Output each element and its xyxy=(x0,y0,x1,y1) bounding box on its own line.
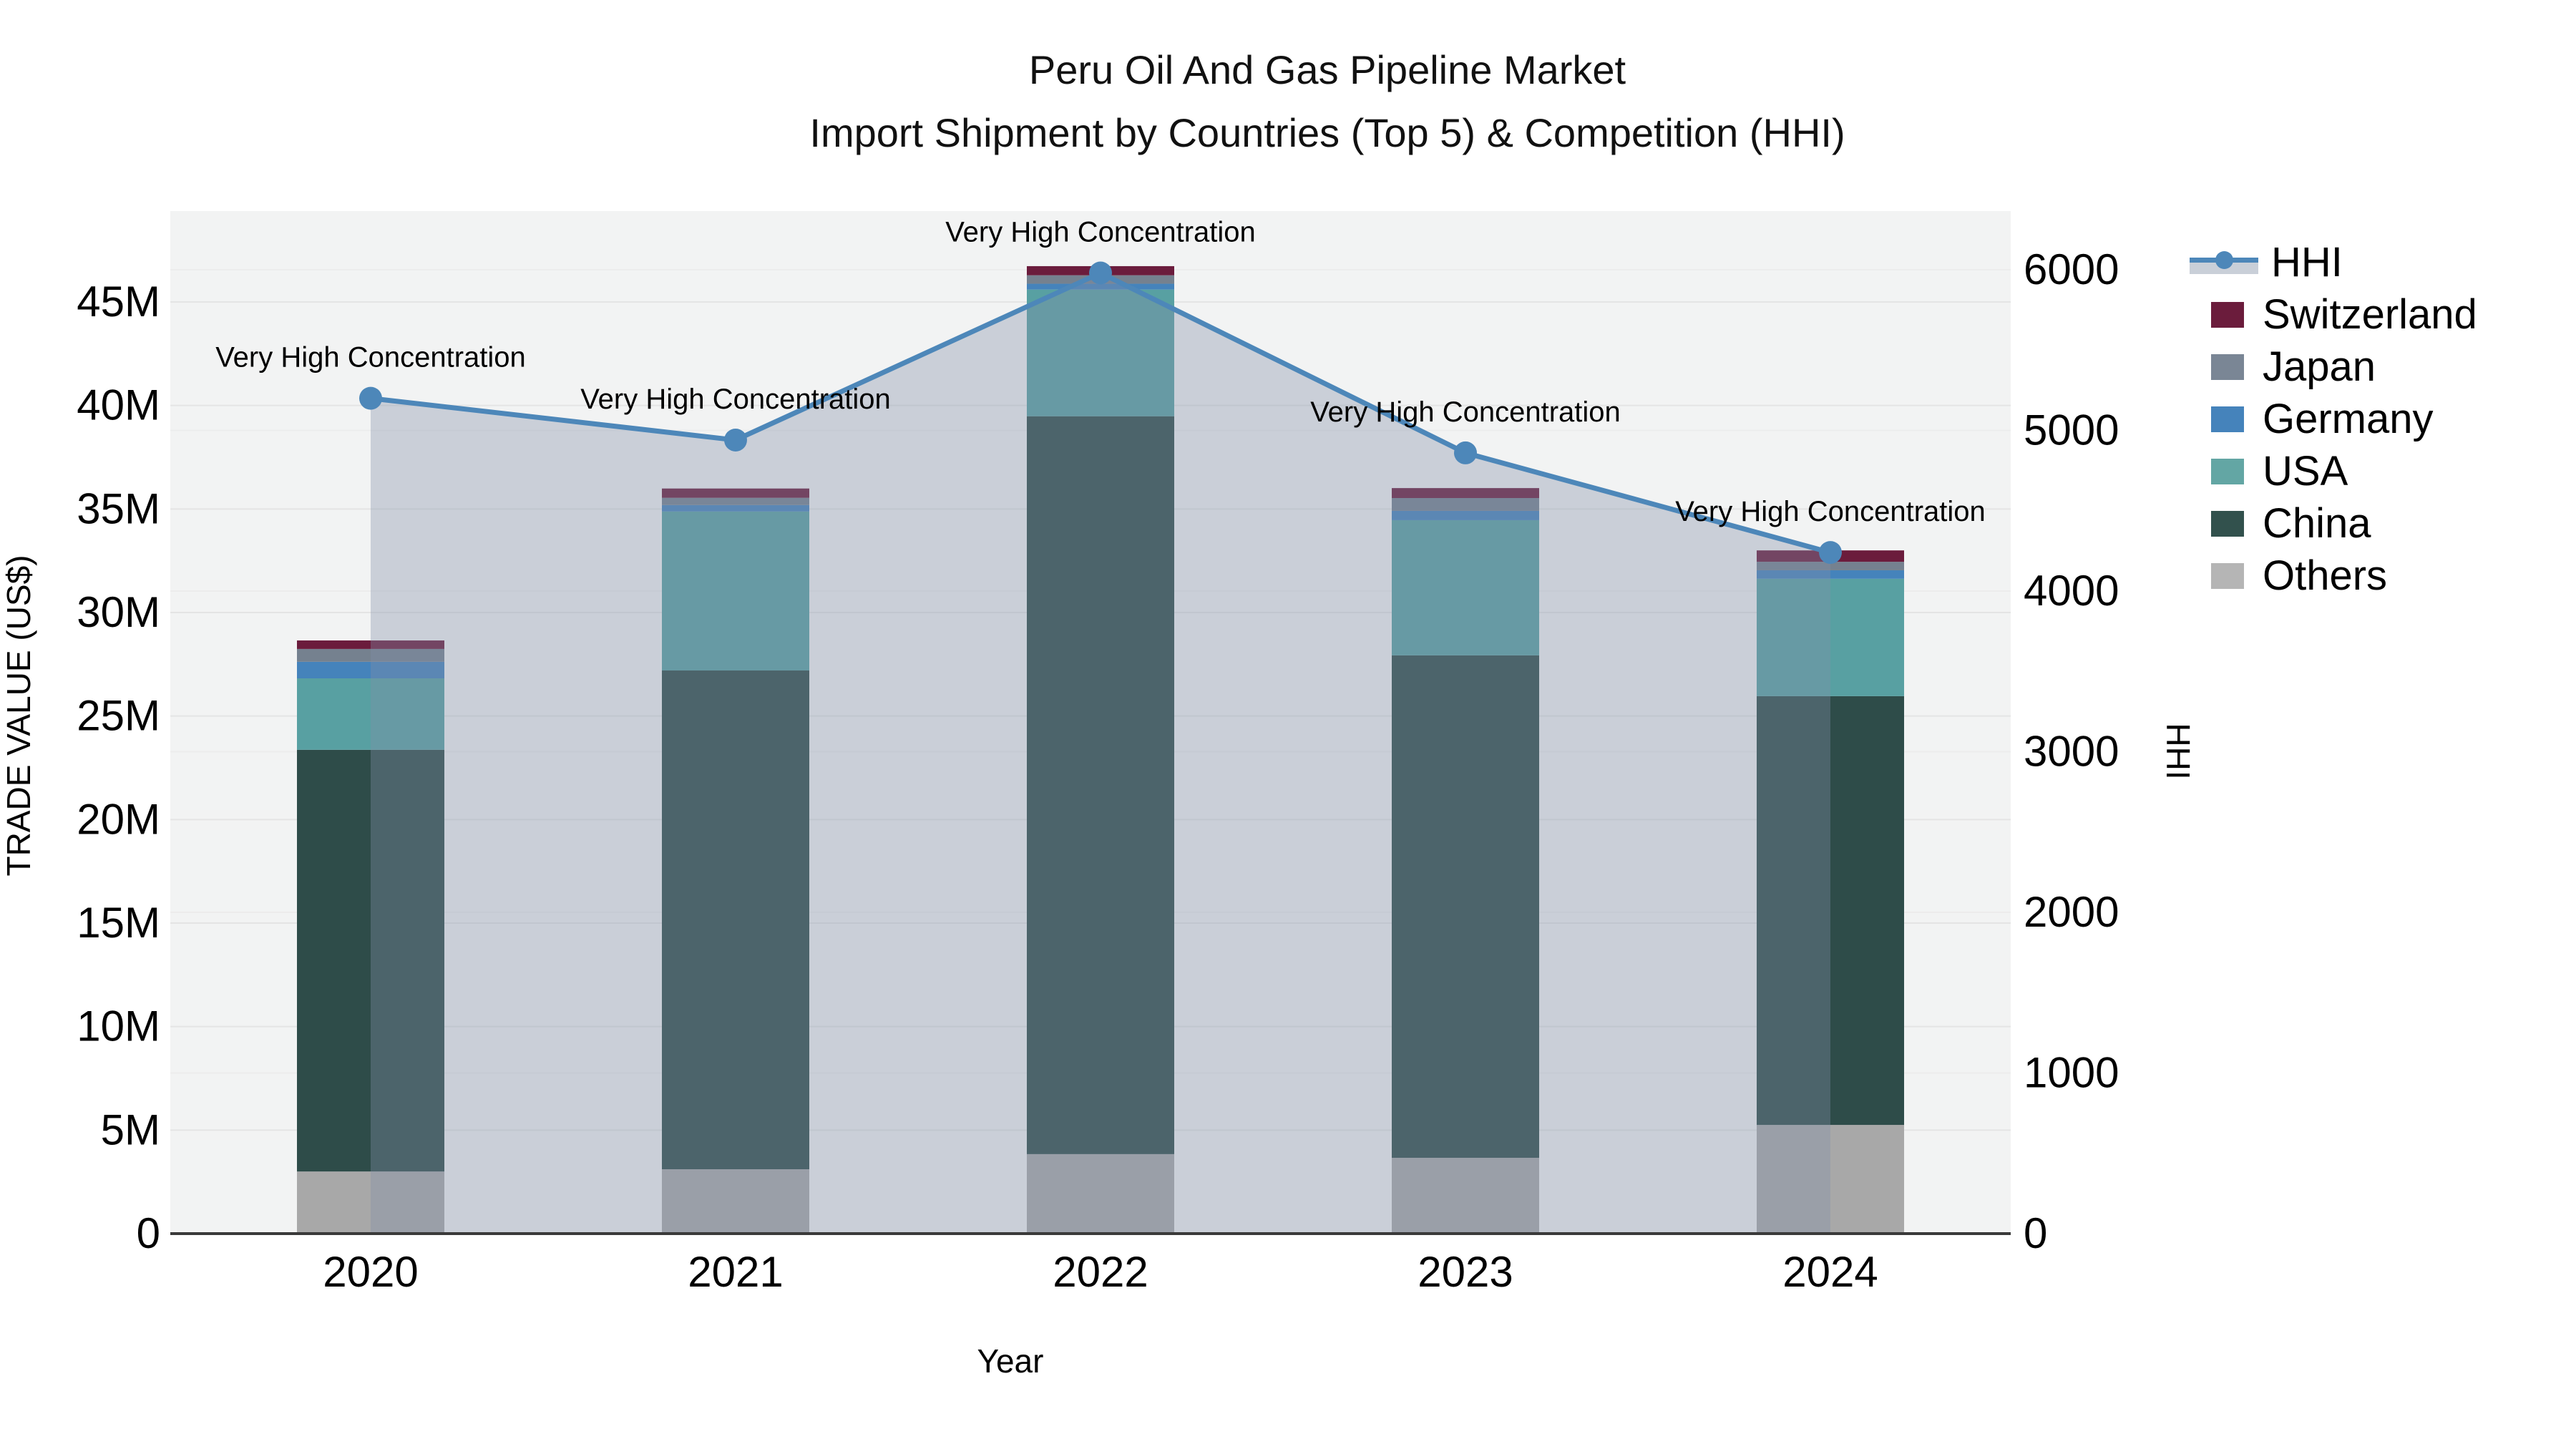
bar-segment-usa[interactable] xyxy=(1027,289,1174,416)
bar-segment-others[interactable] xyxy=(662,1169,809,1234)
bar-segment-china[interactable] xyxy=(1392,655,1539,1158)
x-axis-tick-label: 2024 xyxy=(1782,1248,1878,1296)
legend-label: Switzerland xyxy=(2263,291,2477,338)
left-axis-tick-label: 25M xyxy=(77,692,160,740)
left-axis-tick-label: 15M xyxy=(77,899,160,947)
legend-item-switzerland[interactable]: Switzerland xyxy=(2211,288,2477,341)
x-axis-tick-label: 2022 xyxy=(1053,1248,1148,1296)
bar-segment-usa[interactable] xyxy=(297,678,444,750)
bar-segment-usa[interactable] xyxy=(1392,519,1539,655)
legend-item-others[interactable]: Others xyxy=(2211,550,2477,602)
hhi-area xyxy=(371,273,1830,1234)
annotation-label: Very High Concentration xyxy=(215,342,526,374)
right-axis-tick-label: 0 xyxy=(2024,1209,2047,1257)
x-axis-tick-label: 2021 xyxy=(688,1248,783,1296)
left-axis-tick-label: 40M xyxy=(77,381,160,429)
legend-label: Germany xyxy=(2263,396,2434,442)
bar-segment-japan[interactable] xyxy=(1757,562,1904,570)
bar-segment-germany[interactable] xyxy=(1027,283,1174,290)
hhi-marker[interactable] xyxy=(359,386,382,410)
legend-label: Japan xyxy=(2263,343,2376,390)
right-axis-tick-label: 6000 xyxy=(2024,245,2119,293)
bar-segment-usa[interactable] xyxy=(1757,578,1904,696)
bar-segment-germany[interactable] xyxy=(662,504,809,512)
bar-segment-china[interactable] xyxy=(297,749,444,1172)
chart-title-line1: Peru Oil And Gas Pipeline Market xyxy=(1028,47,1626,92)
annotation-label: Very High Concentration xyxy=(580,384,891,415)
left-axis-tick-label: 0 xyxy=(137,1209,160,1257)
legend-label: HHI xyxy=(2271,239,2343,286)
bar-segment-others[interactable] xyxy=(1027,1153,1174,1234)
bar-segment-switzerland[interactable] xyxy=(662,488,809,498)
legend-swatch-icon xyxy=(2211,510,2244,537)
bar-segment-switzerland[interactable] xyxy=(1392,488,1539,498)
legend-item-hhi[interactable]: HHI xyxy=(2190,236,2477,288)
hhi-marker[interactable] xyxy=(1819,541,1842,565)
left-axis-tick-label: 30M xyxy=(77,588,160,636)
bar-segment-china[interactable] xyxy=(1027,416,1174,1154)
right-axis-tick-label: 1000 xyxy=(2024,1049,2119,1097)
left-axis-tick-label: 35M xyxy=(77,484,160,532)
left-axis-tick-label: 10M xyxy=(77,1002,160,1050)
x-axis-tick-label: 2020 xyxy=(323,1248,418,1296)
bar-segment-others[interactable] xyxy=(1757,1125,1904,1234)
legend-item-usa[interactable]: USA xyxy=(2211,445,2477,497)
x-axis-tick-label: 2023 xyxy=(1418,1248,1513,1296)
annotation-label: Very High Concentration xyxy=(1310,396,1621,428)
left-axis-tick-label: 5M xyxy=(101,1106,160,1153)
left-axis-tick-label: 20M xyxy=(77,795,160,843)
legend-item-china[interactable]: China xyxy=(2211,497,2477,550)
right-axis-title: HHI xyxy=(2160,723,2197,779)
legend-label: Others xyxy=(2263,552,2388,599)
legend-label: USA xyxy=(2263,448,2348,494)
annotation-label: Very High Concentration xyxy=(945,216,1256,248)
legend-swatch-icon xyxy=(2211,406,2244,432)
left-axis-tick-label: 45M xyxy=(77,278,160,326)
bar-segment-china[interactable] xyxy=(662,670,809,1170)
legend-swatch-icon xyxy=(2211,458,2244,484)
chart-title-line2: Import Shipment by Countries (Top 5) & C… xyxy=(809,110,1845,155)
bar-segment-switzerland[interactable] xyxy=(297,640,444,649)
bar-segment-china[interactable] xyxy=(1757,696,1904,1126)
legend-swatch-icon xyxy=(2211,562,2244,589)
legend-label: China xyxy=(2263,500,2371,547)
legend-swatch-icon xyxy=(2211,301,2244,328)
bar-segment-others[interactable] xyxy=(1392,1158,1539,1234)
legend-swatch-icon xyxy=(2211,353,2244,380)
right-axis-tick-label: 4000 xyxy=(2024,567,2119,615)
legend: HHI Switzerland Japan Germany USA China Others xyxy=(2190,236,2477,602)
bar-segment-germany[interactable] xyxy=(1757,570,1904,579)
hhi-marker[interactable] xyxy=(1089,261,1112,285)
hhi-marker[interactable] xyxy=(1454,441,1477,464)
bar-segment-japan[interactable] xyxy=(662,497,809,505)
chart-title: Peru Oil And Gas Pipeline Market Import … xyxy=(612,50,2043,153)
legend-item-japan[interactable]: Japan xyxy=(2211,341,2477,393)
bar-segment-germany[interactable] xyxy=(297,661,444,679)
right-axis-tick-label: 3000 xyxy=(2024,728,2119,776)
annotation-label: Very High Concentration xyxy=(1675,496,1986,527)
bar-segment-usa[interactable] xyxy=(662,511,809,671)
legend-item-germany[interactable]: Germany xyxy=(2211,393,2477,445)
bottom-axis-title: Year xyxy=(977,1342,1044,1380)
hhi-marker[interactable] xyxy=(724,428,747,452)
right-axis-tick-label: 2000 xyxy=(2024,888,2119,936)
bar-segment-germany[interactable] xyxy=(1392,510,1539,520)
bar-segment-japan[interactable] xyxy=(297,648,444,662)
hhi-line-swatch-icon xyxy=(2190,248,2258,277)
right-axis-tick-label: 5000 xyxy=(2024,406,2119,454)
bar-segment-others[interactable] xyxy=(297,1171,444,1234)
bar-segment-japan[interactable] xyxy=(1392,497,1539,511)
left-axis-title: TRADE VALUE (US$) xyxy=(0,555,37,876)
